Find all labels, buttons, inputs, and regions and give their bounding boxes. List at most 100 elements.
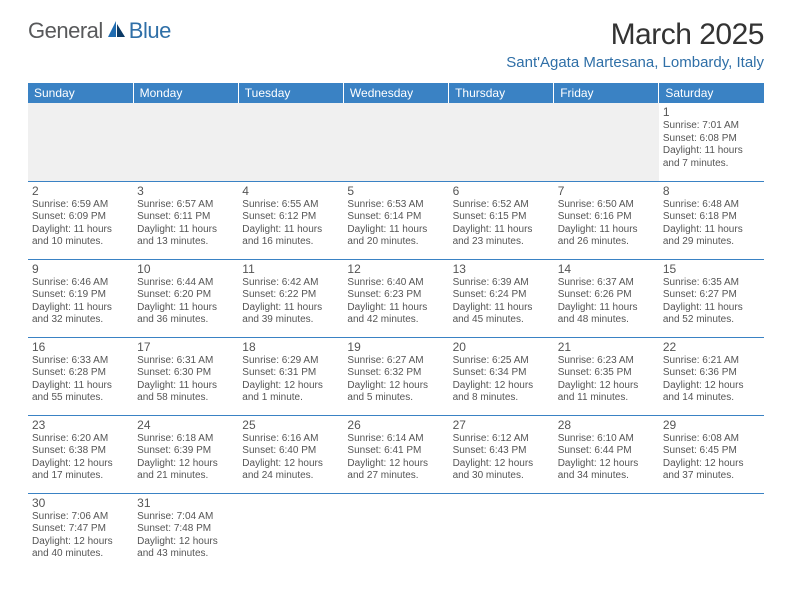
calendar-day-cell: [659, 493, 764, 571]
day-number: 19: [347, 340, 444, 354]
day-number: 1: [663, 105, 760, 119]
sunrise-text: Sunrise: 6:27 AM: [347, 355, 444, 368]
calendar-day-cell: 22Sunrise: 6:21 AMSunset: 6:36 PMDayligh…: [659, 337, 764, 415]
calendar-day-cell: [343, 103, 448, 181]
sunrise-text: Sunrise: 6:18 AM: [137, 433, 234, 446]
sunset-text: Sunset: 6:23 PM: [347, 289, 444, 302]
calendar-week-row: 9Sunrise: 6:46 AMSunset: 6:19 PMDaylight…: [28, 259, 764, 337]
day-detail-lines: Sunrise: 7:04 AMSunset: 7:48 PMDaylight:…: [137, 511, 234, 561]
sunrise-text: Sunrise: 6:08 AM: [663, 433, 760, 446]
day-detail-lines: Sunrise: 6:40 AMSunset: 6:23 PMDaylight:…: [347, 277, 444, 327]
day-detail-lines: Sunrise: 6:16 AMSunset: 6:40 PMDaylight:…: [242, 433, 339, 483]
calendar-day-cell: 14Sunrise: 6:37 AMSunset: 6:26 PMDayligh…: [554, 259, 659, 337]
calendar-day-cell: 4Sunrise: 6:55 AMSunset: 6:12 PMDaylight…: [238, 181, 343, 259]
sunrise-text: Sunrise: 6:12 AM: [453, 433, 550, 446]
sunset-text: Sunset: 6:14 PM: [347, 211, 444, 224]
day-number: 20: [453, 340, 550, 354]
calendar-day-cell: 23Sunrise: 6:20 AMSunset: 6:38 PMDayligh…: [28, 415, 133, 493]
sunrise-text: Sunrise: 6:16 AM: [242, 433, 339, 446]
calendar-day-cell: 6Sunrise: 6:52 AMSunset: 6:15 PMDaylight…: [449, 181, 554, 259]
daylight-text: Daylight: 11 hours and 23 minutes.: [453, 224, 550, 249]
sunrise-text: Sunrise: 6:48 AM: [663, 199, 760, 212]
daylight-text: Daylight: 11 hours and 13 minutes.: [137, 224, 234, 249]
day-number: 26: [347, 418, 444, 432]
day-number: 13: [453, 262, 550, 276]
day-detail-lines: Sunrise: 6:29 AMSunset: 6:31 PMDaylight:…: [242, 355, 339, 405]
calendar-table: Sunday Monday Tuesday Wednesday Thursday…: [28, 83, 764, 571]
calendar-day-cell: 27Sunrise: 6:12 AMSunset: 6:43 PMDayligh…: [449, 415, 554, 493]
calendar-day-cell: 30Sunrise: 7:06 AMSunset: 7:47 PMDayligh…: [28, 493, 133, 571]
day-detail-lines: Sunrise: 6:39 AMSunset: 6:24 PMDaylight:…: [453, 277, 550, 327]
day-header: Friday: [554, 83, 659, 103]
sunset-text: Sunset: 6:19 PM: [32, 289, 129, 302]
sunrise-text: Sunrise: 6:37 AM: [558, 277, 655, 290]
day-detail-lines: Sunrise: 6:55 AMSunset: 6:12 PMDaylight:…: [242, 199, 339, 249]
brand-part1: General: [28, 18, 103, 44]
day-number: 15: [663, 262, 760, 276]
calendar-day-cell: [28, 103, 133, 181]
day-detail-lines: Sunrise: 6:35 AMSunset: 6:27 PMDaylight:…: [663, 277, 760, 327]
sunset-text: Sunset: 6:41 PM: [347, 445, 444, 458]
calendar-week-row: 23Sunrise: 6:20 AMSunset: 6:38 PMDayligh…: [28, 415, 764, 493]
daylight-text: Daylight: 12 hours and 5 minutes.: [347, 380, 444, 405]
day-detail-lines: Sunrise: 6:23 AMSunset: 6:35 PMDaylight:…: [558, 355, 655, 405]
page-header: General Blue March 2025 Sant'Agata Marte…: [28, 18, 764, 71]
sunrise-text: Sunrise: 6:29 AM: [242, 355, 339, 368]
daylight-text: Daylight: 11 hours and 10 minutes.: [32, 224, 129, 249]
day-detail-lines: Sunrise: 6:20 AMSunset: 6:38 PMDaylight:…: [32, 433, 129, 483]
daylight-text: Daylight: 11 hours and 42 minutes.: [347, 302, 444, 327]
day-header: Saturday: [659, 83, 764, 103]
calendar-day-cell: 2Sunrise: 6:59 AMSunset: 6:09 PMDaylight…: [28, 181, 133, 259]
day-detail-lines: Sunrise: 7:01 AMSunset: 6:08 PMDaylight:…: [663, 120, 760, 170]
daylight-text: Daylight: 12 hours and 30 minutes.: [453, 458, 550, 483]
calendar-day-cell: 3Sunrise: 6:57 AMSunset: 6:11 PMDaylight…: [133, 181, 238, 259]
day-detail-lines: Sunrise: 6:37 AMSunset: 6:26 PMDaylight:…: [558, 277, 655, 327]
day-detail-lines: Sunrise: 6:48 AMSunset: 6:18 PMDaylight:…: [663, 199, 760, 249]
calendar-day-cell: 13Sunrise: 6:39 AMSunset: 6:24 PMDayligh…: [449, 259, 554, 337]
sunrise-text: Sunrise: 6:14 AM: [347, 433, 444, 446]
day-detail-lines: Sunrise: 6:42 AMSunset: 6:22 PMDaylight:…: [242, 277, 339, 327]
sunset-text: Sunset: 6:09 PM: [32, 211, 129, 224]
sunrise-text: Sunrise: 6:40 AM: [347, 277, 444, 290]
day-detail-lines: Sunrise: 6:18 AMSunset: 6:39 PMDaylight:…: [137, 433, 234, 483]
sunset-text: Sunset: 6:12 PM: [242, 211, 339, 224]
calendar-day-cell: 17Sunrise: 6:31 AMSunset: 6:30 PMDayligh…: [133, 337, 238, 415]
day-detail-lines: Sunrise: 6:14 AMSunset: 6:41 PMDaylight:…: [347, 433, 444, 483]
calendar-day-cell: [238, 493, 343, 571]
daylight-text: Daylight: 12 hours and 37 minutes.: [663, 458, 760, 483]
title-block: March 2025 Sant'Agata Martesana, Lombard…: [506, 18, 764, 71]
sunset-text: Sunset: 6:08 PM: [663, 133, 760, 146]
calendar-day-cell: 24Sunrise: 6:18 AMSunset: 6:39 PMDayligh…: [133, 415, 238, 493]
calendar-week-row: 1Sunrise: 7:01 AMSunset: 6:08 PMDaylight…: [28, 103, 764, 181]
calendar-day-cell: 10Sunrise: 6:44 AMSunset: 6:20 PMDayligh…: [133, 259, 238, 337]
sunset-text: Sunset: 6:30 PM: [137, 367, 234, 380]
sunset-text: Sunset: 6:15 PM: [453, 211, 550, 224]
day-detail-lines: Sunrise: 6:25 AMSunset: 6:34 PMDaylight:…: [453, 355, 550, 405]
daylight-text: Daylight: 11 hours and 58 minutes.: [137, 380, 234, 405]
day-detail-lines: Sunrise: 6:08 AMSunset: 6:45 PMDaylight:…: [663, 433, 760, 483]
calendar-week-row: 30Sunrise: 7:06 AMSunset: 7:47 PMDayligh…: [28, 493, 764, 571]
calendar-day-cell: [449, 493, 554, 571]
day-detail-lines: Sunrise: 6:12 AMSunset: 6:43 PMDaylight:…: [453, 433, 550, 483]
sunrise-text: Sunrise: 6:35 AM: [663, 277, 760, 290]
sunrise-text: Sunrise: 6:31 AM: [137, 355, 234, 368]
sunset-text: Sunset: 6:20 PM: [137, 289, 234, 302]
calendar-day-cell: 31Sunrise: 7:04 AMSunset: 7:48 PMDayligh…: [133, 493, 238, 571]
calendar-day-cell: 28Sunrise: 6:10 AMSunset: 6:44 PMDayligh…: [554, 415, 659, 493]
calendar-day-cell: [554, 493, 659, 571]
sunset-text: Sunset: 6:39 PM: [137, 445, 234, 458]
daylight-text: Daylight: 12 hours and 1 minute.: [242, 380, 339, 405]
location-text: Sant'Agata Martesana, Lombardy, Italy: [506, 54, 764, 71]
calendar-day-cell: 29Sunrise: 6:08 AMSunset: 6:45 PMDayligh…: [659, 415, 764, 493]
day-number: 24: [137, 418, 234, 432]
day-detail-lines: Sunrise: 6:53 AMSunset: 6:14 PMDaylight:…: [347, 199, 444, 249]
sunset-text: Sunset: 6:38 PM: [32, 445, 129, 458]
day-number: 3: [137, 184, 234, 198]
day-detail-lines: Sunrise: 6:59 AMSunset: 6:09 PMDaylight:…: [32, 199, 129, 249]
calendar-day-cell: 7Sunrise: 6:50 AMSunset: 6:16 PMDaylight…: [554, 181, 659, 259]
day-detail-lines: Sunrise: 6:46 AMSunset: 6:19 PMDaylight:…: [32, 277, 129, 327]
calendar-day-cell: 12Sunrise: 6:40 AMSunset: 6:23 PMDayligh…: [343, 259, 448, 337]
day-number: 30: [32, 496, 129, 510]
calendar-day-cell: [449, 103, 554, 181]
daylight-text: Daylight: 11 hours and 26 minutes.: [558, 224, 655, 249]
